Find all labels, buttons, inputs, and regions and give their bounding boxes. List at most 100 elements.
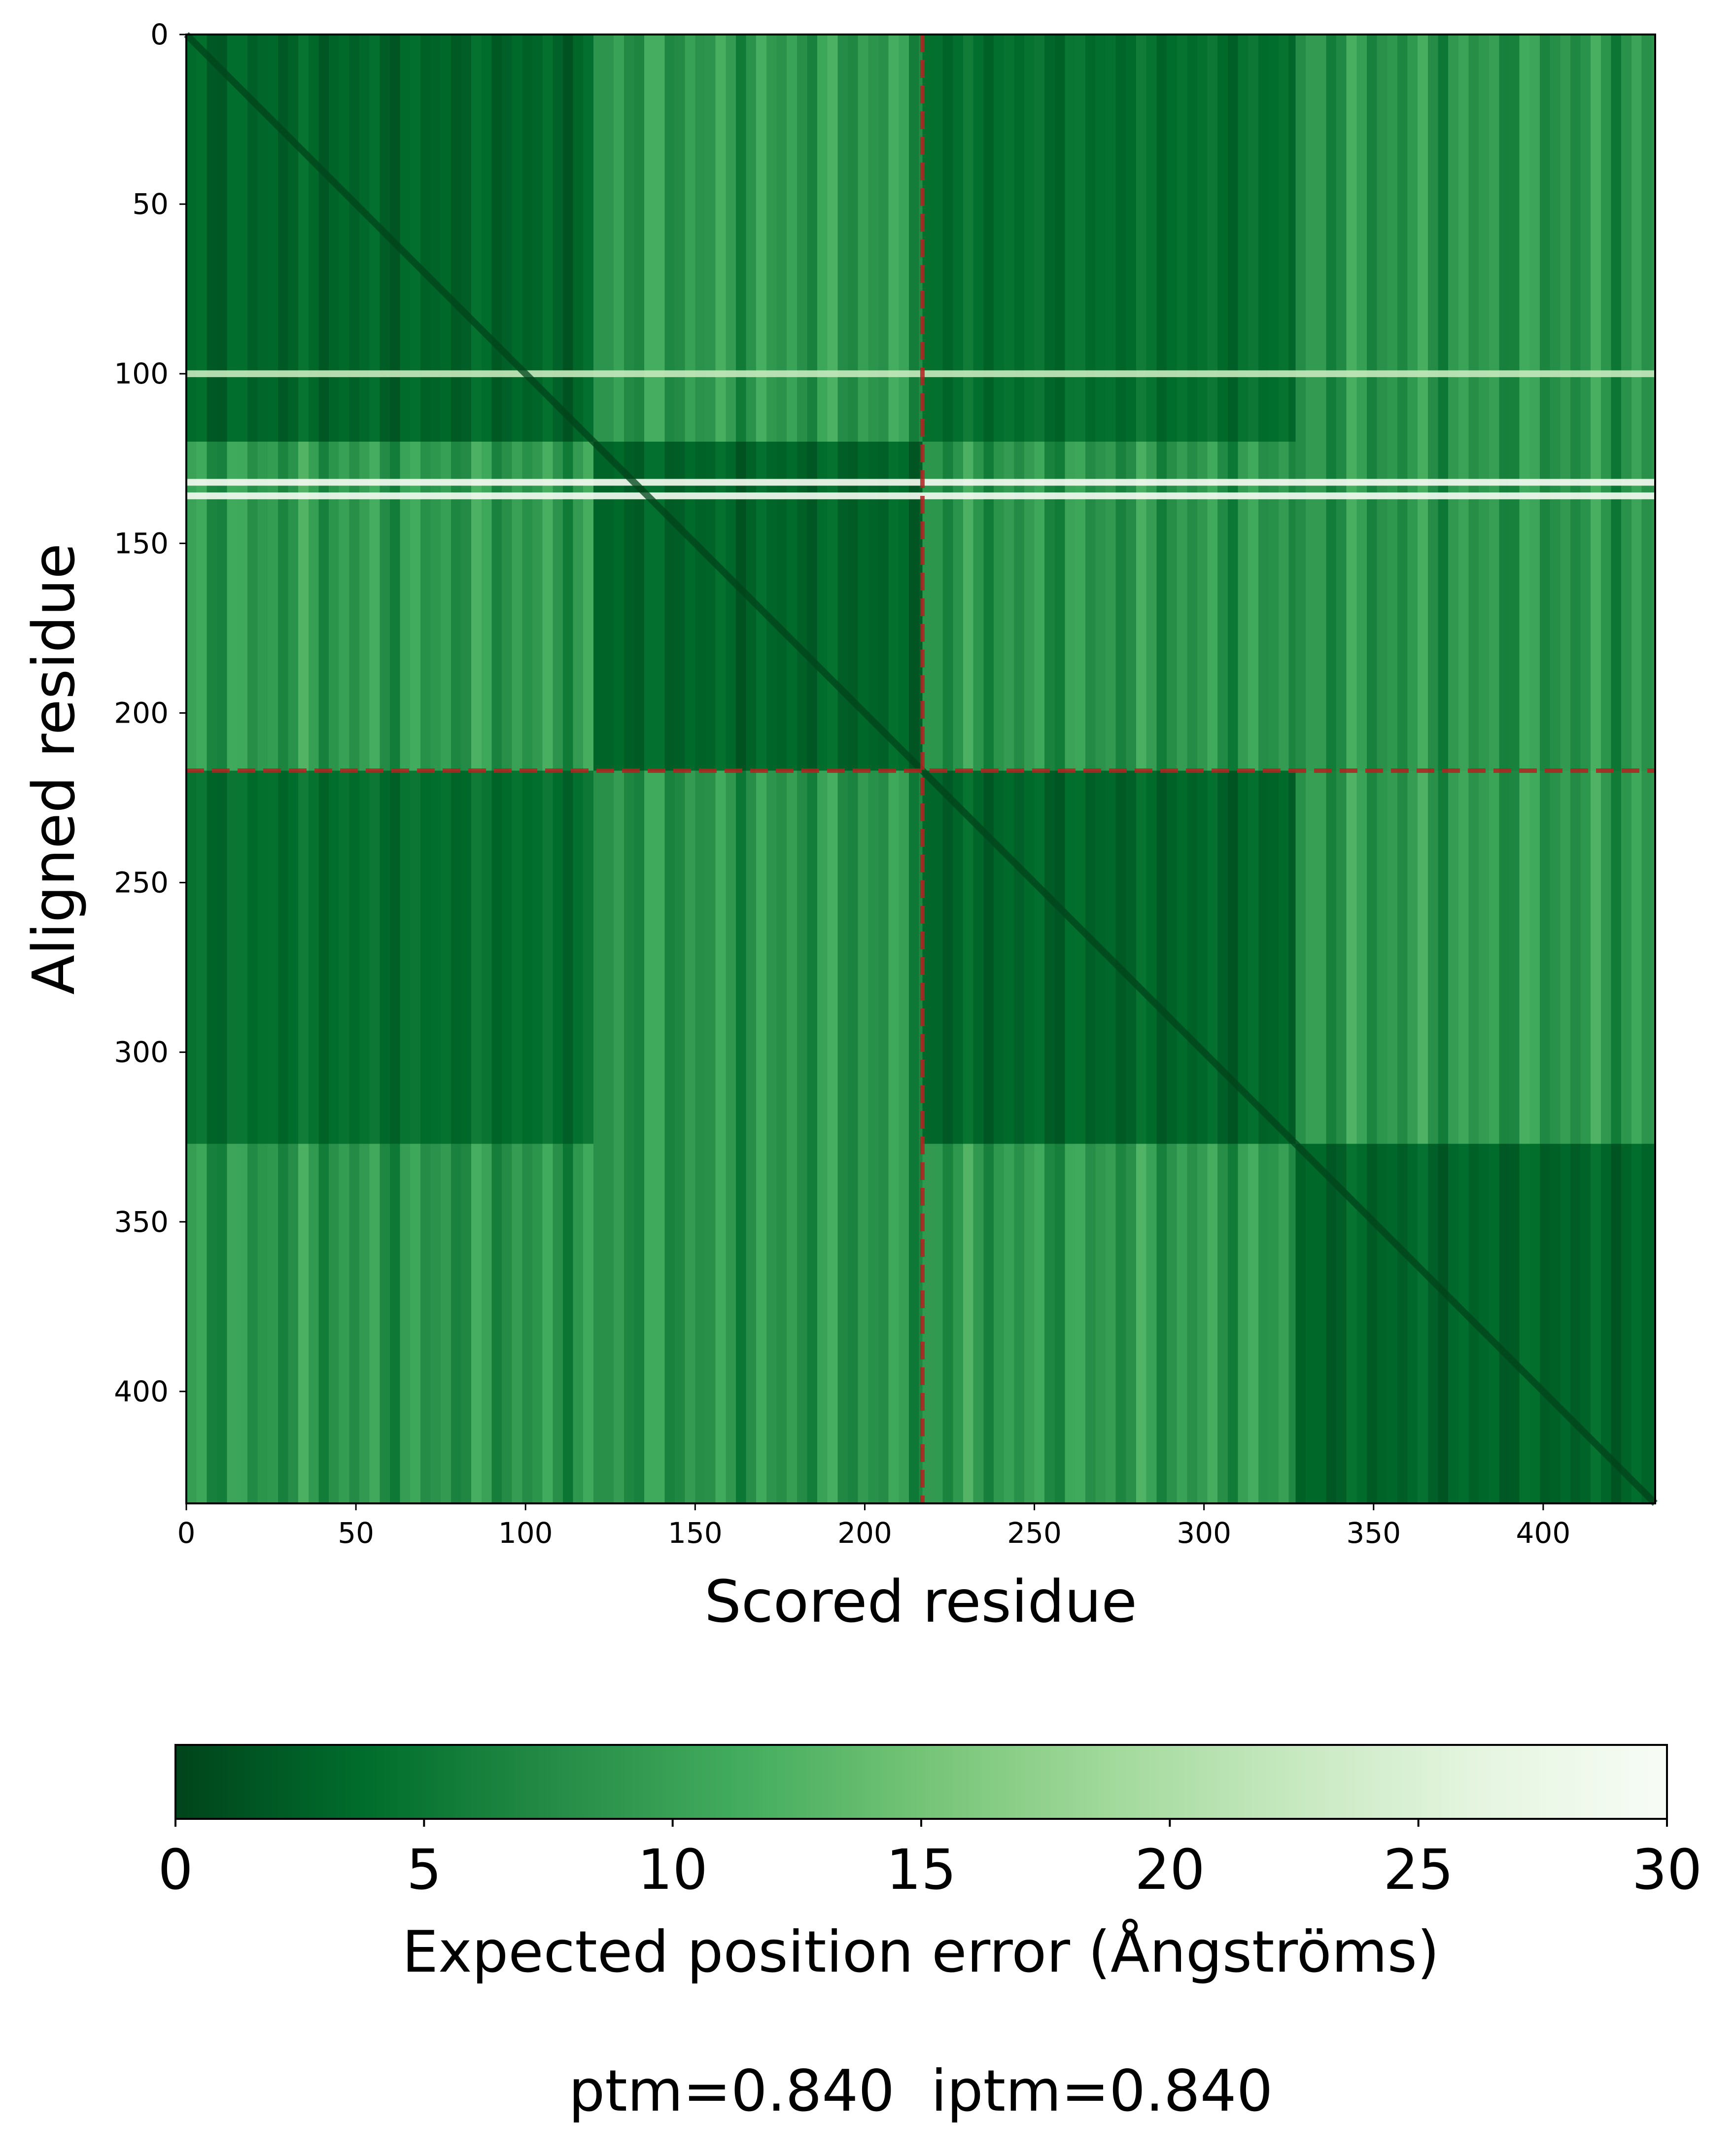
pae-cell-column [1258, 770, 1269, 1145]
pae-cell-column [1156, 770, 1167, 1145]
pae-cell-column [481, 1144, 492, 1504]
pae-cell-column [1306, 35, 1317, 442]
pae-cell-column [735, 441, 747, 771]
pae-cell-column [1519, 441, 1530, 771]
pae-cell-column [207, 441, 217, 771]
pae-cell-column [522, 441, 533, 771]
pae-cell-column [308, 1144, 319, 1504]
pae-cell-column [471, 770, 482, 1145]
pae-cell-column [502, 770, 513, 1145]
pae-cell-column [573, 35, 584, 442]
pae-cell-column [1177, 770, 1188, 1145]
pae-cell-column [1570, 441, 1581, 771]
pae-cell-column [1540, 35, 1551, 442]
pae-cell-column [1509, 35, 1520, 442]
x-tick-label: 350 [1346, 1516, 1401, 1550]
pae-cell-column [1136, 35, 1147, 442]
pae-cell-column [644, 441, 655, 771]
pae-cell-column [573, 441, 584, 771]
pae-cell-column [583, 1144, 594, 1504]
pae-cell-column [634, 441, 645, 771]
pae-cell-column [1004, 1144, 1015, 1504]
pae-cell-column [827, 441, 838, 771]
pae-cell-column [953, 441, 964, 771]
pae-cell-column [1367, 441, 1378, 771]
pae-cell-column [1427, 770, 1439, 1145]
pae-cell-column [1631, 441, 1642, 771]
colorbar-tick-label: 15 [886, 1838, 957, 1902]
colorbar-ticks: 0 5 10 15 20 25 30 [158, 1819, 1702, 1902]
pae-cell-column [512, 1144, 523, 1504]
pae-cell-column [349, 1144, 360, 1504]
pae-cell-column [1438, 35, 1449, 442]
pae-cell-column [1336, 1144, 1347, 1504]
pae-cell-column [339, 441, 350, 771]
pae-cell-column [868, 35, 879, 442]
pae-cell-column [1641, 1144, 1652, 1504]
pae-cell-column [481, 35, 492, 442]
pae-cell-column [410, 35, 421, 442]
pae-cell-column [614, 770, 625, 1145]
pae-cell-column [1529, 441, 1540, 771]
pae-cell-column [837, 35, 848, 442]
pae-cell-column [1427, 1144, 1439, 1504]
pae-cell-column [827, 35, 838, 442]
pae-cell-column [654, 1144, 665, 1504]
pae-cell-column [776, 441, 787, 771]
pae-cell-column [1550, 1144, 1561, 1504]
pae-cell-column [705, 1144, 716, 1504]
x-tick-label: 400 [1516, 1516, 1571, 1550]
pae-cell-column [308, 35, 319, 442]
pae-cell-column [1115, 770, 1127, 1145]
pae-cell-column [1580, 770, 1592, 1145]
pae-cell-column [257, 441, 268, 771]
pae-cell-column [1217, 35, 1228, 442]
pae-cell-column [207, 35, 217, 442]
pae-cell-column [899, 441, 909, 771]
pae-cell-column [817, 770, 828, 1145]
pae-cell-column [1458, 770, 1469, 1145]
colorbar [174, 1744, 1668, 1820]
pae-cell-column [827, 1144, 838, 1504]
pae-cell-column [1085, 441, 1096, 771]
pae-cell-column [1227, 770, 1239, 1145]
pae-cell-column [1458, 1144, 1469, 1504]
y-tick-label: 0 [150, 18, 169, 51]
pae-cell-column [1268, 35, 1279, 442]
y-tick-label: 250 [114, 866, 169, 900]
pae-block [922, 441, 1296, 771]
pae-cell-column [1540, 770, 1551, 1145]
pae-cell-column [1075, 35, 1086, 442]
pae-cell-column [461, 1144, 472, 1504]
pae-cell-column [553, 770, 563, 1145]
pae-cell-column [953, 35, 964, 442]
pae-cell-column [1316, 1144, 1327, 1504]
pae-cell-column [522, 770, 533, 1145]
pae-cell-column [1115, 1144, 1127, 1504]
pae-cell-column [1438, 770, 1449, 1145]
pae-cell-column [942, 35, 954, 442]
x-tick-label: 0 [177, 1516, 196, 1550]
pae-cell-column [207, 1144, 217, 1504]
pae-cell-column [848, 1144, 859, 1504]
pae-cell-column [1146, 35, 1157, 442]
pae-cell-column [644, 35, 655, 442]
pae-block [922, 35, 1296, 442]
pae-cell-column [329, 441, 340, 771]
pae-cell-column [1197, 35, 1208, 442]
pae-cell-column [471, 1144, 482, 1504]
pae-cell-column [420, 35, 431, 442]
pae-cell-column [807, 1144, 818, 1504]
pae-cell-column [1591, 441, 1601, 771]
pae-cell-column [787, 441, 798, 771]
pae-cell-column [705, 35, 716, 442]
pae-cell-column [1187, 441, 1198, 771]
pae-cell-column [278, 770, 289, 1145]
pae-cell-column [1197, 441, 1208, 771]
pae-cell-column [644, 1144, 655, 1504]
colorbar-title: Expected position error (Ångströms) [402, 1918, 1440, 1985]
pae-cell-column [797, 441, 808, 771]
pae-cell-column [837, 441, 848, 771]
pae-cell-column [1054, 1144, 1066, 1504]
colorbar-tick-label: 20 [1135, 1838, 1205, 1902]
